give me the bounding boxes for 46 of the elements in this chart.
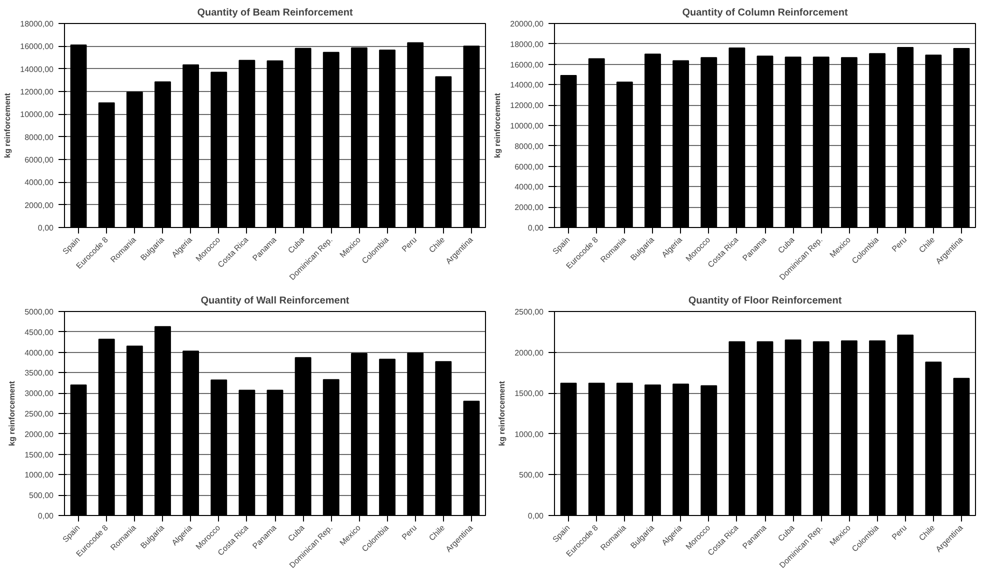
y-tick-label: 8000,00 <box>514 142 544 151</box>
y-tick-label: 4000,00 <box>514 182 544 192</box>
y-axis-title: kg reinforcement <box>498 380 507 446</box>
y-axis-title: kg reinforcement <box>493 92 502 158</box>
y-tick-label: 4500,00 <box>24 328 54 337</box>
chart-title: Quantity of Column Reinforcement <box>682 8 848 18</box>
y-tick-label: 500,00 <box>29 491 54 500</box>
y-tick-label: 1000,00 <box>514 430 544 439</box>
y-tick-label: 4000,00 <box>24 178 54 188</box>
y-tick-label: 18000,00 <box>510 40 544 49</box>
y-axis-title: kg reinforcement <box>8 380 17 446</box>
y-tick-label: 10000,00 <box>20 110 54 120</box>
y-tick-label: 2000,00 <box>24 430 54 439</box>
y-tick-label: 12000,00 <box>20 88 54 96</box>
chart-title: Quantity of Beam Reinforcement <box>197 8 354 18</box>
y-tick-label: 8000,00 <box>24 132 54 142</box>
y-tick-label: 18000,00 <box>20 20 54 28</box>
y-tick-label: 12000,00 <box>510 101 544 110</box>
y-tick-label: 2000,00 <box>24 200 54 210</box>
y-tick-label: 14000,00 <box>510 80 544 90</box>
y-tick-label: 2500,00 <box>24 410 54 418</box>
y-tick-label: 6000,00 <box>24 156 54 164</box>
y-tick-label: 1000,00 <box>24 470 54 480</box>
y-tick-label: 14000,00 <box>20 64 54 74</box>
y-tick-label: 1500,00 <box>24 450 54 460</box>
chart-title: Quantity of Floor Reinforcement <box>688 296 842 306</box>
y-tick-label: 6000,00 <box>514 162 544 172</box>
y-tick-label: 2000,00 <box>514 348 544 358</box>
y-tick-label: 0,00 <box>528 224 544 232</box>
y-tick-label: 10000,00 <box>510 122 544 130</box>
y-tick-label: 3000,00 <box>24 389 54 398</box>
y-tick-label: 16000,00 <box>20 42 54 52</box>
y-tick-label: 0,00 <box>528 512 544 520</box>
y-tick-label: 3500,00 <box>24 368 54 378</box>
y-tick-label: 16000,00 <box>510 60 544 70</box>
y-tick-label: 0,00 <box>38 224 54 232</box>
y-tick-label: 5000,00 <box>24 308 54 316</box>
y-tick-label: 20000,00 <box>510 20 544 28</box>
y-tick-label: 4000,00 <box>24 348 54 358</box>
y-tick-label: 500,00 <box>519 470 544 480</box>
y-tick-label: 1500,00 <box>514 389 544 398</box>
y-tick-label: 2000,00 <box>514 203 544 212</box>
y-tick-label: 0,00 <box>38 512 54 520</box>
chart-title: Quantity of Wall Reinforcement <box>200 296 350 306</box>
y-axis-title: kg reinforcement <box>3 92 12 158</box>
y-tick-label: 2500,00 <box>514 308 544 316</box>
